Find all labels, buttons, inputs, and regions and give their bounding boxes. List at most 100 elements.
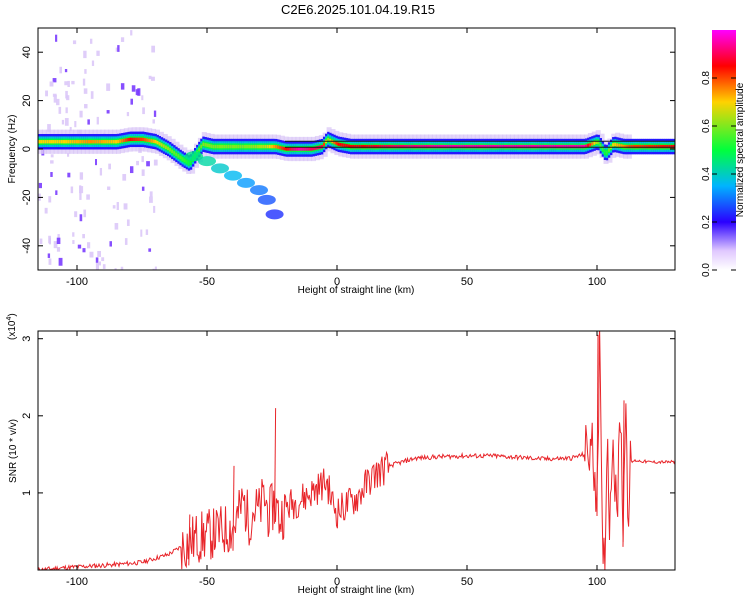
spectrogram-ridge-cell xyxy=(412,144,415,149)
spectrogram-ridge-cell xyxy=(562,144,565,149)
spectrogram-x-tick-label: -50 xyxy=(199,276,215,288)
spectrogram-ridge-cell xyxy=(264,144,268,149)
spectrogram-ridge-cell xyxy=(177,154,180,158)
spectrogram-ridge-cell xyxy=(144,138,147,142)
spectrogram-ridge-cell xyxy=(343,143,347,148)
spectrogram-ridge-cell xyxy=(289,147,293,151)
spectrogram-ridge-cell xyxy=(156,140,159,145)
spectrogram-ridge-cell xyxy=(603,150,607,154)
spectrogram-noise-cell xyxy=(38,182,42,189)
spectrogram-ridge-cell xyxy=(198,147,201,152)
spectrogram-ridge-cell xyxy=(200,144,203,149)
spectrogram-noise-cell xyxy=(153,205,156,213)
spectrogram-noise-cell xyxy=(97,250,102,257)
spectrogram-ridge-cell xyxy=(370,144,374,149)
spectrogram-x-tick-label: 100 xyxy=(588,276,606,288)
spectrogram-ridge-cell xyxy=(62,140,66,144)
snr-marks xyxy=(38,331,675,570)
spectrogram-y-ticks: -40 -20 0 20 40 xyxy=(21,46,675,254)
spectrogram-ridge-cell xyxy=(327,137,330,142)
spectrogram-branch-blob xyxy=(198,156,216,167)
spectrogram-ridge-cell xyxy=(657,144,661,149)
spectrogram-ridge-cell xyxy=(553,144,557,149)
spectrogram-ridge-cell xyxy=(533,144,536,149)
spectrogram-ridge-cell xyxy=(123,138,126,143)
spectrogram-ridge-cell xyxy=(273,144,276,149)
spectrogram-ridge-cell xyxy=(154,139,157,144)
spectrogram-noise-cell xyxy=(90,91,94,99)
snr-x-tick-label: -100 xyxy=(66,576,88,588)
spectrogram-ridge-cell xyxy=(189,160,193,164)
spectrogram-ridge-cell xyxy=(298,147,301,151)
spectrogram-ridge-cell xyxy=(551,144,555,149)
spectrogram-noise-cell xyxy=(154,266,157,270)
spectrogram-ridge-cell xyxy=(516,144,519,149)
spectrogram-noise-cell xyxy=(67,172,71,178)
spectrogram-noise-cell xyxy=(117,45,120,52)
spectrogram-ridge-cell xyxy=(300,147,303,151)
spectrogram-ridge-cell xyxy=(85,140,89,144)
spectrogram-ridge-cell xyxy=(77,140,80,144)
spectrogram-ridge-cell xyxy=(166,146,170,151)
spectrogram-ridge-cell xyxy=(416,144,419,149)
spectrogram-noise-cell xyxy=(79,214,83,222)
spectrogram-noise-cell xyxy=(124,238,128,245)
snr-frame xyxy=(37,330,676,571)
spectrogram-ridge-cell xyxy=(148,138,151,143)
spectrogram-ridge-cell xyxy=(56,140,60,144)
spectrogram-ridge-cell xyxy=(262,144,266,149)
spectrogram-noise-cell xyxy=(87,242,91,249)
spectrogram-branch-blob xyxy=(257,194,276,205)
spectrogram-ridge-cell xyxy=(645,144,648,149)
spectrogram-noise-cell xyxy=(61,119,65,125)
spectrogram-ridge-cell xyxy=(212,144,216,149)
spectrogram-ridge-cell xyxy=(612,143,615,147)
spectrogram-ridge-cell xyxy=(530,144,534,149)
spectrogram-ridge-cell xyxy=(293,147,297,151)
spectrogram-noise-cell xyxy=(141,169,145,176)
spectrogram-noise-cell xyxy=(56,98,60,106)
spectrogram-noise-cell xyxy=(98,261,101,266)
figure-title: C2E6.2025.101.04.19.R15 xyxy=(281,2,435,17)
spectrogram-marks xyxy=(38,30,675,270)
spectrogram-ridge-cell xyxy=(555,144,559,149)
spectrogram-noise-cell xyxy=(48,237,52,245)
spectrogram-ridge-cell xyxy=(514,144,517,149)
spectrogram-ridge-cell xyxy=(639,144,642,149)
spectrogram-ridge-cell xyxy=(60,140,64,144)
spectrogram-ridge-cell xyxy=(241,144,245,149)
spectrogram-ridge-cell xyxy=(439,144,442,149)
spectrogram-ridge-cell xyxy=(314,146,318,150)
spectrogram-ridge-cell xyxy=(339,142,342,147)
spectrogram-ridge-cell xyxy=(395,144,399,149)
spectrogram-ridge-cell xyxy=(225,144,228,149)
snr-x-tick-label: 0 xyxy=(334,576,340,588)
spectrogram-noise-cell xyxy=(55,190,58,195)
spectrogram-ridge-cell xyxy=(90,140,93,144)
spectrogram-ridge-cell xyxy=(404,144,407,149)
spectrogram-ridge-cell xyxy=(497,144,501,149)
spectrogram-ridge-cell xyxy=(139,137,143,142)
spectrogram-ridge-cell xyxy=(666,144,669,149)
spectrogram-ridge-cell xyxy=(451,144,455,149)
spectrogram-noise-cell xyxy=(131,85,136,92)
snr-peak xyxy=(274,408,277,524)
spectrogram-noise-cell xyxy=(53,94,57,103)
snr-x-ticks: -100 -50 0 50 100 xyxy=(66,331,606,588)
spectrogram-noise-cell xyxy=(112,205,116,209)
spectrogram-ridge-cell xyxy=(73,140,76,144)
spectrogram-ridge-cell xyxy=(94,140,97,144)
spectrogram-ridge-cell xyxy=(539,144,542,149)
spectrogram-noise-cell xyxy=(56,247,61,252)
spectrogram-ridge-cell xyxy=(254,144,257,149)
spectrogram-ridge-cell xyxy=(591,142,594,146)
spectrogram-ridge-cell xyxy=(399,144,403,149)
spectrogram-ridge-cell xyxy=(277,145,280,149)
spectrogram-noise-cell xyxy=(48,196,52,203)
spectrogram-y-tick-label: 0 xyxy=(21,146,33,152)
spectrogram-noise-cell xyxy=(59,66,63,74)
spectrogram-ridge-cell xyxy=(246,144,249,149)
spectrogram-noise-cell xyxy=(58,106,62,114)
spectrogram-ridge-cell xyxy=(281,146,284,150)
